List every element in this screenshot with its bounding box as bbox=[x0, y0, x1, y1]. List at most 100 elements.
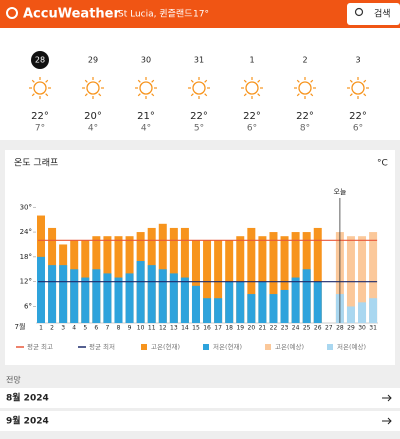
legend-label: 고온(현재) bbox=[151, 343, 180, 351]
bar bbox=[203, 298, 212, 323]
x-tick-label: 6 bbox=[94, 325, 98, 332]
forecast-high: 22° bbox=[349, 111, 367, 122]
bar bbox=[158, 269, 167, 323]
forecast-low: 7° bbox=[35, 124, 45, 134]
x-tick-label: 10 bbox=[137, 325, 145, 332]
month-link[interactable]: 8월 2024 bbox=[6, 392, 49, 404]
x-tick-label: 26 bbox=[314, 325, 322, 332]
bar bbox=[225, 281, 234, 323]
forecast-day: 3 bbox=[355, 56, 360, 65]
month-row[interactable] bbox=[0, 411, 400, 431]
bar bbox=[369, 232, 378, 323]
month-link[interactable]: 9월 2024 bbox=[6, 415, 49, 427]
bar bbox=[214, 298, 223, 323]
weather-icon-ray bbox=[349, 93, 353, 97]
x-tick-label: 1 bbox=[39, 325, 43, 332]
x-tick-label: 17 bbox=[214, 325, 222, 332]
bar bbox=[236, 236, 245, 323]
bar bbox=[269, 294, 278, 323]
weather-icon bbox=[245, 81, 259, 95]
x-tick-label: 31 bbox=[369, 325, 377, 332]
bar bbox=[92, 269, 101, 323]
x-tick-label: 20 bbox=[248, 325, 256, 332]
weather-icon-ray bbox=[31, 79, 35, 83]
x-tick-label: 11 bbox=[148, 325, 156, 332]
weather-icon-ray bbox=[151, 93, 155, 97]
weather-icon-ray bbox=[137, 93, 141, 97]
x-tick-label: 9 bbox=[128, 325, 132, 332]
weather-icon-ray bbox=[296, 93, 300, 97]
weather-icon-ray bbox=[349, 79, 353, 83]
legend-label: 저온(예상) bbox=[337, 342, 366, 351]
bar bbox=[70, 269, 79, 323]
location[interactable]: St Lucia, 퀸즐랜드 bbox=[118, 8, 192, 20]
legend-label: 저온(현재) bbox=[213, 342, 242, 351]
bar bbox=[269, 232, 278, 323]
y-tick-label: 24° bbox=[20, 228, 32, 236]
bar bbox=[169, 273, 178, 323]
legend-label: 평균 최저 bbox=[89, 342, 115, 351]
x-tick-label: 24 bbox=[292, 325, 300, 332]
bar bbox=[180, 277, 189, 323]
forecast-low: 4° bbox=[141, 124, 151, 134]
bar bbox=[291, 277, 300, 323]
bar bbox=[369, 298, 378, 323]
bar bbox=[59, 265, 68, 323]
logo-icon bbox=[6, 7, 18, 19]
legend-swatch bbox=[203, 344, 209, 350]
weather-icon-ray bbox=[363, 93, 367, 97]
x-tick-label: 12 bbox=[159, 325, 167, 332]
x-tick-label: 7 bbox=[106, 325, 110, 332]
legend-swatch bbox=[141, 344, 147, 350]
x-tick-label: 29 bbox=[347, 325, 355, 332]
bar bbox=[247, 227, 256, 323]
forecast-low: 6° bbox=[353, 124, 363, 134]
weather-icon bbox=[33, 81, 47, 95]
x-tick-label: 16 bbox=[203, 325, 211, 332]
weather-icon bbox=[298, 81, 312, 95]
current-temp: 17° bbox=[193, 10, 209, 20]
weather-icon-ray bbox=[190, 79, 194, 83]
legend-swatch bbox=[327, 344, 333, 350]
y-tick-label: 12° bbox=[20, 278, 32, 286]
x-tick-label: 21 bbox=[259, 325, 267, 332]
x-axis-label: 7월 bbox=[15, 322, 26, 331]
arrow bbox=[382, 417, 392, 425]
weather-icon bbox=[192, 81, 206, 95]
bar bbox=[247, 294, 256, 323]
weather-icon-ray bbox=[84, 79, 88, 83]
forecast-high: 22° bbox=[190, 111, 208, 122]
forecast-day: 1 bbox=[249, 56, 254, 65]
bar bbox=[358, 302, 367, 323]
forecast-low: 6° bbox=[247, 124, 257, 134]
forecast-day: 2 bbox=[302, 56, 307, 65]
forecast-day: 28 bbox=[35, 56, 45, 65]
x-tick-label: 22 bbox=[270, 325, 278, 332]
forecast-high: 22° bbox=[31, 111, 49, 122]
forecast-low: 4° bbox=[88, 124, 98, 134]
bar bbox=[81, 277, 90, 323]
weather-icon-ray bbox=[98, 93, 102, 97]
forecast-low: 8° bbox=[300, 124, 310, 134]
bar bbox=[147, 265, 156, 323]
forecast-high: 22° bbox=[243, 111, 261, 122]
forecast-strip bbox=[0, 28, 400, 140]
weather-icon-ray bbox=[98, 79, 102, 83]
weather-icon-ray bbox=[310, 93, 314, 97]
chart-card bbox=[5, 150, 395, 365]
x-tick-label: 15 bbox=[192, 325, 200, 332]
x-tick-label: 3 bbox=[61, 325, 65, 332]
x-tick-label: 4 bbox=[72, 325, 76, 332]
header-bar bbox=[0, 0, 400, 28]
chart-title: 온도 그래프 bbox=[14, 158, 58, 169]
bar bbox=[136, 261, 145, 323]
forecast-high: 21° bbox=[137, 111, 155, 122]
logo[interactable]: AccuWeather bbox=[23, 7, 120, 22]
weather-icon-ray bbox=[137, 79, 141, 83]
bar bbox=[258, 236, 267, 323]
bar bbox=[346, 236, 355, 323]
chart-unit: °C bbox=[377, 159, 388, 169]
month-row[interactable] bbox=[0, 388, 400, 408]
x-tick-label: 8 bbox=[117, 325, 121, 332]
